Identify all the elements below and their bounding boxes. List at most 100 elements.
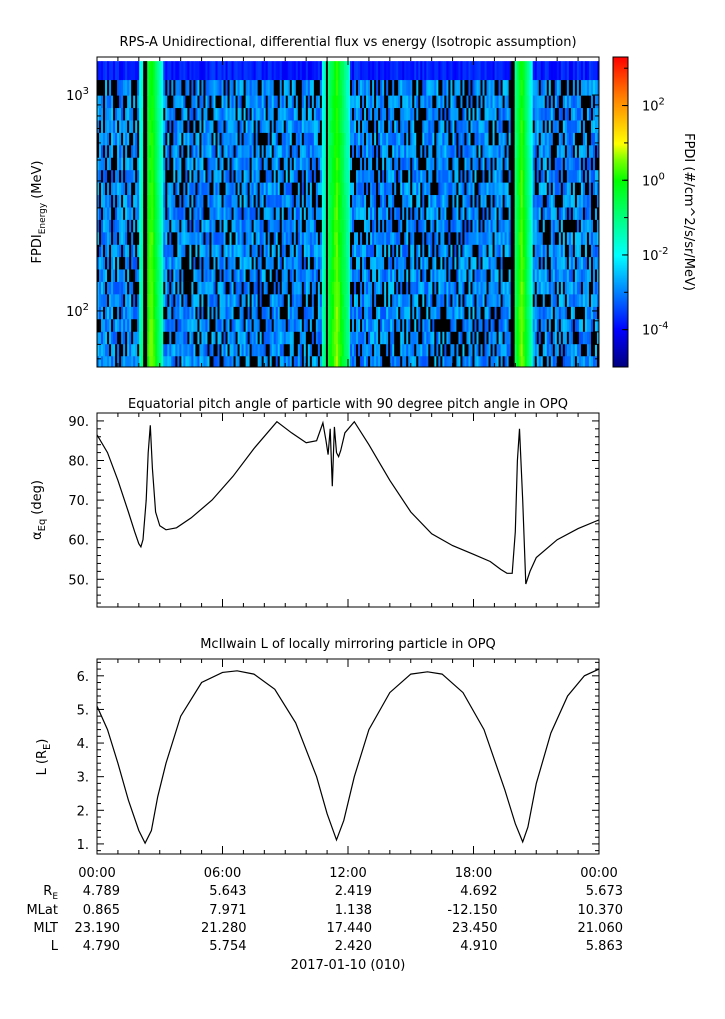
heatmap-cell	[301, 269, 305, 282]
heatmap-cell	[153, 95, 156, 109]
heatmap-cell	[406, 294, 409, 307]
heatmap-cell	[199, 169, 202, 183]
heatmap-cell	[376, 219, 379, 233]
heatmap-cell	[424, 182, 427, 196]
heatmap-cell	[402, 244, 405, 258]
heatmap-cell	[287, 95, 291, 109]
heatmap-cell	[287, 306, 291, 320]
heatmap-cell	[211, 232, 214, 245]
heatmap-cell	[185, 294, 188, 307]
heatmap-cell	[137, 157, 140, 171]
heatmap-cell	[448, 194, 451, 208]
heatmap-cell	[313, 306, 317, 320]
heatmap-cell	[374, 145, 377, 158]
heatmap-cell	[343, 79, 347, 96]
heatmap-cell	[217, 318, 220, 332]
heatmap-cell	[197, 157, 200, 171]
heatmap-cell	[454, 232, 457, 245]
heatmap-cell	[378, 232, 381, 245]
heatmap-cell	[356, 157, 359, 171]
heatmap-cell	[480, 79, 483, 96]
heatmap-cell	[372, 95, 375, 109]
heatmap-cell	[169, 132, 172, 146]
heatmap-cell	[245, 132, 248, 146]
heatmap-cell	[372, 256, 375, 270]
heatmap-cell	[249, 318, 253, 332]
heatmap-cell	[117, 318, 120, 332]
heatmap-cell	[390, 107, 393, 121]
heatmap-cell	[177, 207, 180, 220]
heatmap-cell	[123, 318, 126, 332]
heatmap-cell	[209, 194, 212, 208]
heatmap-cell	[271, 269, 275, 282]
heatmap-cell	[476, 194, 479, 208]
heatmap-cell	[376, 232, 379, 245]
heatmap-cell	[492, 182, 495, 196]
heatmap-cell	[386, 169, 389, 183]
heatmap-cell	[496, 157, 499, 171]
heatmap-cell	[474, 318, 477, 332]
heatmap-cell	[508, 169, 512, 183]
heatmap-cell	[424, 120, 427, 133]
heatmap-cell	[337, 232, 341, 245]
heatmap-cell	[430, 355, 433, 367]
heatmap-cell	[169, 120, 172, 133]
heatmap-cell	[187, 95, 190, 109]
heatmap-cell	[436, 331, 439, 345]
heatmap-cell	[305, 169, 309, 183]
heatmap-cell	[189, 132, 192, 146]
heatmap-cell	[201, 157, 204, 171]
heatmap-cell	[109, 61, 112, 81]
heatmap-cell	[187, 132, 190, 146]
heatmap-cell	[285, 207, 289, 220]
heatmap-cell	[153, 61, 156, 81]
heatmap-cell	[446, 107, 449, 121]
heatmap-cell	[131, 61, 134, 81]
heatmap-cell	[185, 207, 188, 220]
heatmap-cell	[139, 79, 142, 96]
heatmap-cell	[145, 61, 148, 81]
heatmap-cell	[414, 95, 417, 109]
heatmap-cell	[404, 355, 407, 367]
heatmap-cell	[293, 331, 297, 345]
heatmap-cell	[440, 61, 443, 81]
heatmap-cell	[311, 294, 315, 307]
heatmap-cell	[219, 343, 222, 357]
heatmap-cell	[420, 194, 423, 208]
heatmap-cell	[113, 132, 116, 146]
heatmap-cell	[482, 169, 485, 183]
heatmap-cell	[339, 232, 343, 245]
heatmap-cell	[343, 256, 347, 270]
heatmap-cell	[406, 194, 409, 208]
heatmap-cell	[400, 194, 403, 208]
heatmap-cell	[319, 207, 323, 220]
heatmap-cell	[293, 318, 297, 332]
heatmap-cell	[211, 61, 214, 81]
heatmap-cell	[127, 132, 130, 146]
heatmap-cell	[203, 182, 206, 196]
heatmap-cell	[137, 331, 140, 345]
heatmap-cell	[243, 294, 246, 307]
heatmap-cell	[273, 61, 277, 81]
heatmap-cell	[157, 95, 160, 109]
heatmap-cell	[293, 306, 297, 320]
heatmap-cell	[281, 120, 285, 133]
heatmap-cell	[275, 61, 279, 81]
heatmap-cell	[223, 306, 226, 320]
heatmap-cell	[183, 107, 186, 121]
heatmap-cell	[305, 95, 309, 109]
heatmap-cell	[175, 244, 178, 258]
heatmap-cell	[380, 207, 383, 220]
heatmap-cell	[165, 269, 168, 282]
heatmap-cell	[121, 95, 124, 109]
heatmap-cell	[384, 256, 387, 270]
heatmap-cell	[155, 61, 158, 81]
heatmap-cell	[251, 194, 255, 208]
heatmap-cell	[291, 232, 295, 245]
heatmap-cell	[271, 107, 275, 121]
heatmap-cell	[219, 61, 222, 81]
heatmap-cell	[372, 355, 375, 367]
heatmap-cell	[380, 244, 383, 258]
heatmap-cell	[398, 343, 401, 357]
heatmap-cell	[305, 194, 309, 208]
